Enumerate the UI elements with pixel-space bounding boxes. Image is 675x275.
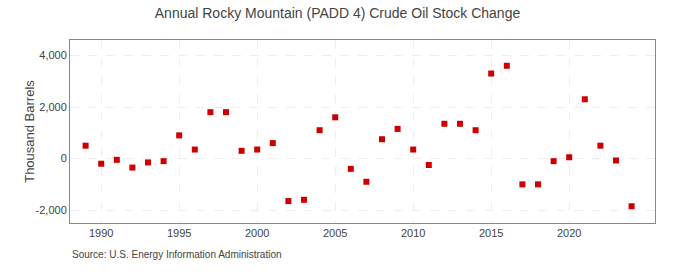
svg-text:2020: 2020 <box>557 227 581 239</box>
svg-text:2015: 2015 <box>479 227 503 239</box>
svg-text:2005: 2005 <box>323 227 347 239</box>
svg-text:Annual Rocky Mountain (PADD 4): Annual Rocky Mountain (PADD 4) Crude Oil… <box>155 5 521 21</box>
svg-text:2,000: 2,000 <box>39 101 67 113</box>
svg-text:2000: 2000 <box>245 227 269 239</box>
svg-text:2010: 2010 <box>401 227 425 239</box>
svg-text:0: 0 <box>61 152 67 164</box>
svg-text:1995: 1995 <box>167 227 191 239</box>
svg-text:-2,000: -2,000 <box>36 204 67 216</box>
svg-text:Thousand Barrels: Thousand Barrels <box>22 80 37 183</box>
svg-text:1990: 1990 <box>89 227 113 239</box>
svg-text:Source: U.S. Energy Informatio: Source: U.S. Energy Information Administ… <box>72 249 282 260</box>
svg-text:4,000: 4,000 <box>39 49 67 61</box>
